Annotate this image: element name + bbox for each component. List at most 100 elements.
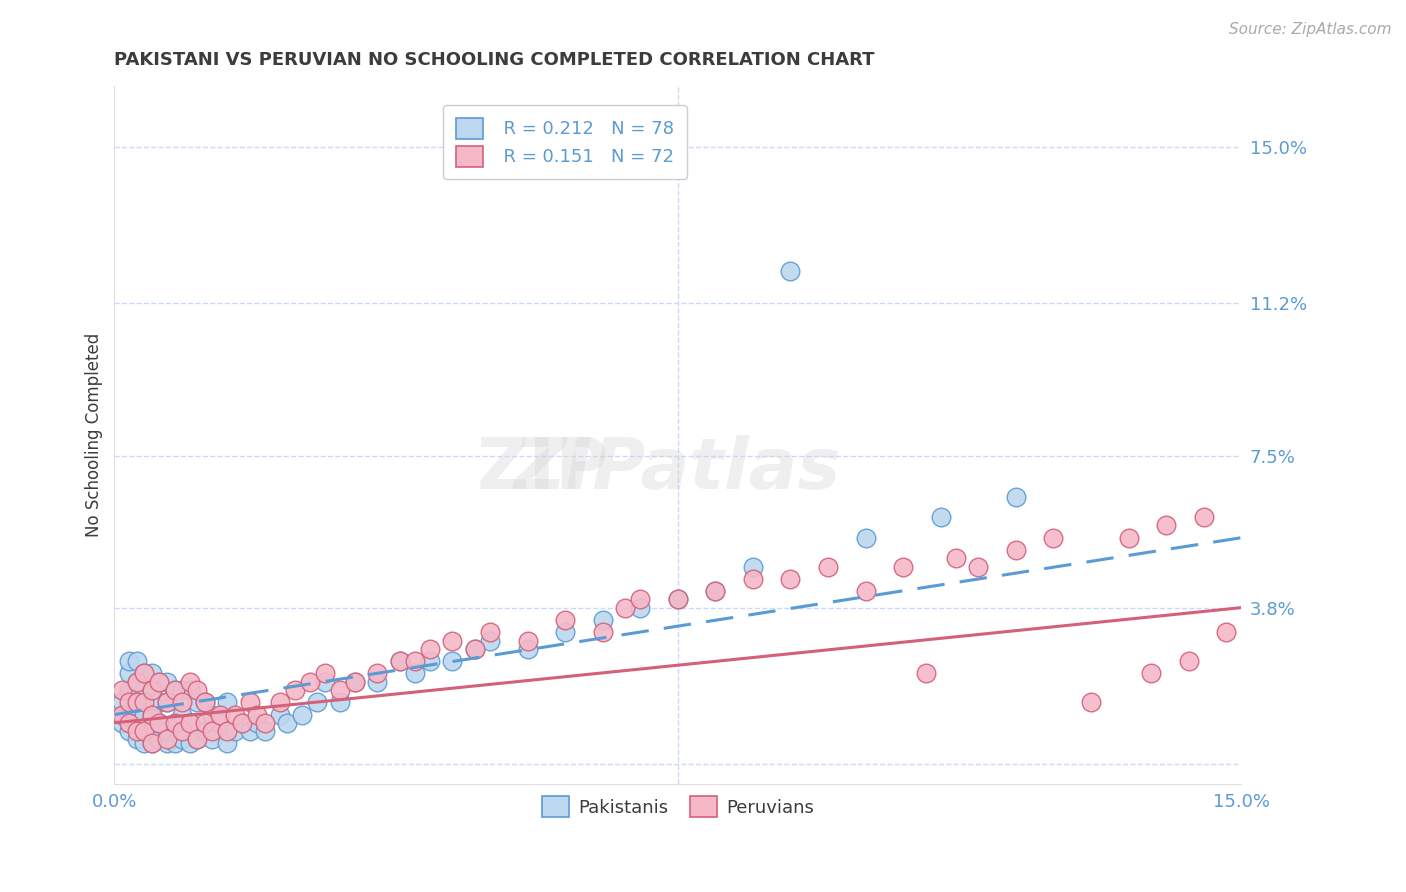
Point (111, 695, 134, 709)
Point (193, 695, 215, 709)
Point (314, 674, 336, 689)
Point (329, 695, 352, 709)
Point (163, 715, 186, 730)
Point (134, 666, 156, 681)
Point (179, 715, 201, 730)
Point (343, 674, 366, 689)
Point (170, 707, 193, 722)
Point (156, 723, 179, 738)
Point (170, 723, 193, 738)
Point (704, 584, 727, 599)
Point (148, 732, 170, 747)
Point (592, 625, 614, 640)
Point (855, 531, 877, 545)
Point (742, 572, 765, 586)
Point (201, 732, 224, 747)
Point (914, 666, 936, 681)
Point (1080, 695, 1102, 709)
Point (118, 695, 141, 709)
Point (246, 715, 269, 730)
Point (118, 682, 141, 697)
Point (179, 674, 201, 689)
Point (967, 559, 990, 574)
Point (141, 707, 163, 722)
Point (1118, 531, 1140, 545)
Point (419, 641, 441, 656)
Point (253, 715, 276, 730)
Point (231, 715, 253, 730)
Point (628, 600, 651, 615)
Point (666, 592, 689, 607)
Point (291, 707, 314, 722)
Point (891, 559, 914, 574)
Point (404, 666, 426, 681)
Point (276, 715, 298, 730)
Point (193, 715, 215, 730)
Point (186, 682, 208, 697)
Point (125, 732, 148, 747)
Point (779, 263, 801, 277)
Point (1004, 490, 1026, 504)
Point (170, 695, 193, 709)
Point (134, 723, 156, 738)
Point (208, 715, 231, 730)
Point (163, 736, 186, 750)
Text: PAKISTANI VS PERUVIAN NO SCHOOLING COMPLETED CORRELATION CHART: PAKISTANI VS PERUVIAN NO SCHOOLING COMPL… (114, 51, 875, 69)
Point (614, 600, 637, 615)
Point (298, 674, 321, 689)
Point (239, 723, 262, 738)
Point (817, 559, 839, 574)
Point (193, 723, 215, 738)
Point (125, 674, 148, 689)
Point (307, 695, 329, 709)
Text: ZIPatlas: ZIPatlas (515, 435, 841, 504)
Point (366, 666, 388, 681)
Point (441, 654, 464, 668)
Point (125, 654, 148, 668)
Point (111, 682, 134, 697)
Point (516, 641, 538, 656)
Point (163, 682, 186, 697)
Point (441, 633, 464, 648)
Text: ZIP: ZIP (477, 435, 609, 504)
Point (388, 654, 411, 668)
Point (592, 613, 614, 627)
Point (1140, 666, 1163, 681)
Point (742, 559, 765, 574)
Point (217, 695, 239, 709)
Point (186, 732, 208, 747)
Point (239, 695, 262, 709)
Point (156, 695, 179, 709)
Point (170, 682, 193, 697)
Point (141, 736, 163, 750)
Point (125, 695, 148, 709)
Point (141, 736, 163, 750)
Point (148, 695, 170, 709)
Point (148, 674, 170, 689)
Point (269, 695, 291, 709)
Point (479, 625, 502, 640)
Point (246, 707, 269, 722)
Point (269, 707, 291, 722)
Point (779, 572, 801, 586)
Point (224, 707, 246, 722)
Legend: Pakistanis, Peruvians: Pakistanis, Peruvians (534, 789, 821, 824)
Point (464, 641, 486, 656)
Point (224, 723, 246, 738)
Point (929, 510, 952, 524)
Point (666, 592, 689, 607)
Point (134, 682, 156, 697)
Point (1192, 510, 1215, 524)
Point (284, 682, 307, 697)
Point (156, 674, 179, 689)
Point (201, 723, 224, 738)
Point (141, 682, 163, 697)
Point (148, 715, 170, 730)
Point (148, 674, 170, 689)
Point (193, 695, 215, 709)
Point (118, 723, 141, 738)
Point (179, 736, 201, 750)
Point (170, 732, 193, 747)
Point (148, 715, 170, 730)
Point (134, 707, 156, 722)
